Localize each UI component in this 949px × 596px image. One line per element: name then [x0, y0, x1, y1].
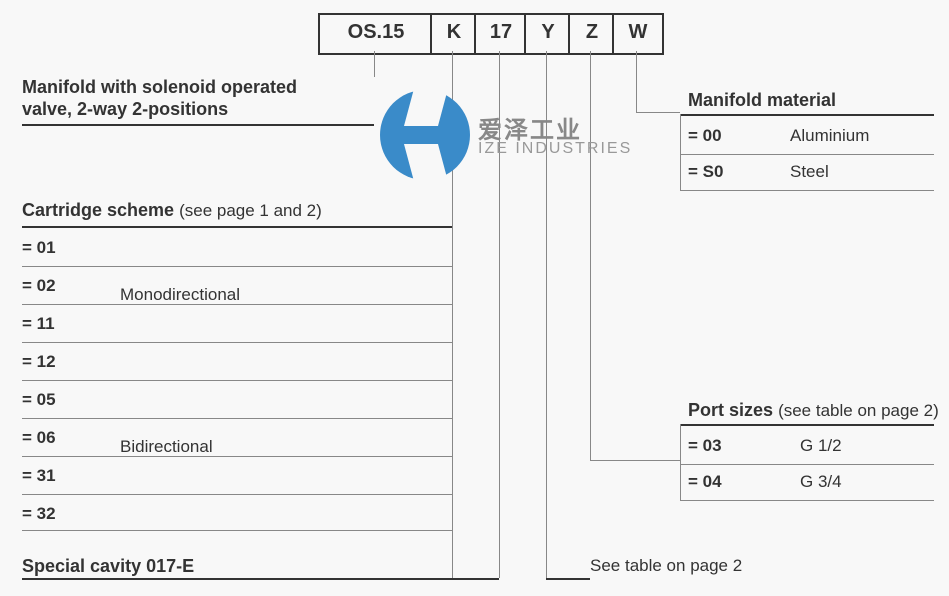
ps-row-line-1 [680, 464, 934, 465]
connector-os15 [374, 51, 375, 77]
mm-code-1: = S0 [688, 162, 723, 182]
ps-code-0: = 03 [688, 436, 722, 456]
cartridge-code-7: = 32 [22, 504, 56, 524]
code-cell-1: K [430, 13, 478, 55]
main-label-underline [22, 124, 374, 126]
ps-left-border [680, 424, 681, 500]
cartridge-code-1: = 02 [22, 276, 56, 296]
cartridge-header-line [22, 226, 452, 228]
ps-code-1: = 04 [688, 472, 722, 492]
manifold-material-title: Manifold material [688, 90, 836, 111]
ps-desc-1: G 3/4 [800, 472, 842, 492]
main-label-line2: valve, 2-way 2-positions [22, 99, 228, 120]
cartridge-title: Cartridge scheme (see page 1 and 2) [22, 200, 322, 221]
cartridge-row-line-6 [22, 456, 452, 457]
code-cell-0: OS.15 [318, 13, 434, 55]
cartridge-code-2: = 11 [22, 314, 55, 334]
special-cavity-underline [22, 578, 499, 580]
logo-text-en: IZE INDUSTRIES [478, 140, 632, 158]
port-sizes-title-text: Port sizes [688, 400, 773, 420]
ps-header-line [680, 424, 934, 426]
cartridge-code-0: = 01 [22, 238, 56, 258]
mm-code-0: = 00 [688, 126, 722, 146]
cartridge-row-line-4 [22, 380, 452, 381]
code-cell-3: Y [524, 13, 572, 55]
cartridge-row-line-7 [22, 494, 452, 495]
cartridge-group1: Monodirectional [120, 285, 240, 305]
port-sizes-title: Port sizes (see table on page 2) [688, 400, 939, 421]
logo-icon [380, 90, 470, 180]
cartridge-end-line [22, 530, 452, 531]
see-table-underline [546, 578, 590, 580]
main-label-line1: Manifold with solenoid operated [22, 77, 297, 98]
port-sizes-note: (see table on page 2) [778, 401, 939, 420]
mm-connector-h [636, 112, 680, 113]
cartridge-row-line-3 [22, 342, 452, 343]
code-cell-5: W [612, 13, 664, 55]
mm-left-border [680, 114, 681, 190]
cartridge-code-3: = 12 [22, 352, 56, 372]
mm-end-line [680, 190, 934, 191]
cartridge-row-line-5 [22, 418, 452, 419]
code-cell-2: 17 [474, 13, 528, 55]
mm-row-line-1 [680, 154, 934, 155]
ps-end-line [680, 500, 934, 501]
cartridge-row-line-1 [22, 266, 452, 267]
cartridge-code-6: = 31 [22, 466, 56, 486]
mm-header-line [680, 114, 934, 116]
see-table-text: See table on page 2 [590, 556, 742, 576]
cartridge-code-5: = 06 [22, 428, 56, 448]
connector-z [590, 51, 591, 460]
special-cavity-title: Special cavity 017-E [22, 556, 194, 577]
cartridge-note: (see page 1 and 2) [179, 201, 322, 220]
ps-connector-h [590, 460, 680, 461]
mm-desc-0: Aluminium [790, 126, 869, 146]
code-cell-4: Z [568, 13, 616, 55]
ps-desc-0: G 1/2 [800, 436, 842, 456]
cartridge-title-text: Cartridge scheme [22, 200, 174, 220]
cartridge-group2: Bidirectional [120, 437, 213, 457]
cartridge-code-4: = 05 [22, 390, 56, 410]
connector-w [636, 51, 637, 112]
mm-desc-1: Steel [790, 162, 829, 182]
